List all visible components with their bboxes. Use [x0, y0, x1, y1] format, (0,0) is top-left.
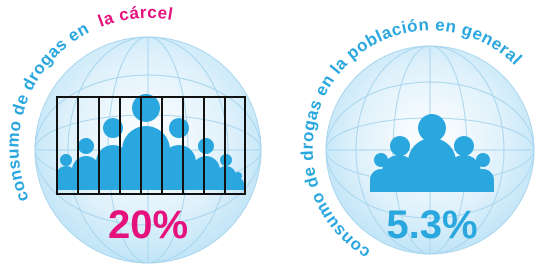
infographic: consumo de drogas en la cárcel 20% consu… [0, 0, 548, 273]
value-right: 5.3% [386, 203, 477, 247]
caption-part-highlight: la cárcel [95, 3, 174, 31]
value-left: 20% [108, 203, 188, 247]
page: consumo de drogas en la cárcel 20% consu… [0, 0, 548, 273]
